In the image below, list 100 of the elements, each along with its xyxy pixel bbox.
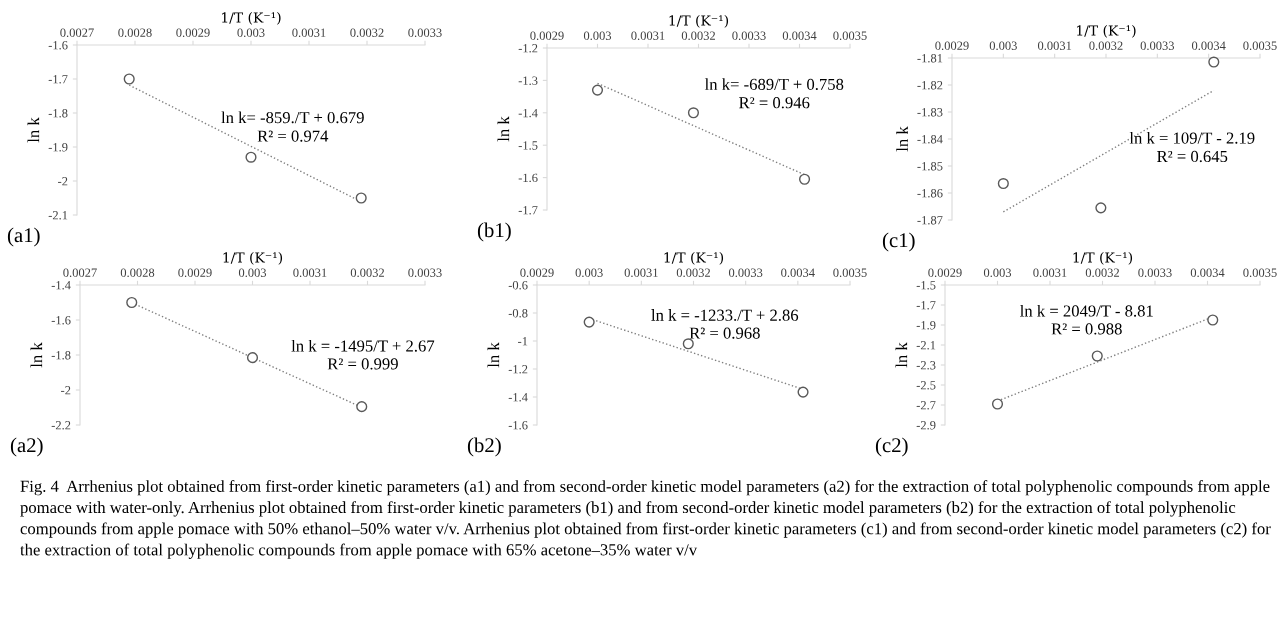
y-tick-label: -1.6	[518, 173, 538, 183]
y-tick-label: -1.7	[916, 301, 936, 310]
x-tick-label: 0.0033	[408, 28, 442, 37]
x-tick-label: 0.0028	[120, 268, 155, 277]
x-tick-label: 0.0031	[624, 268, 658, 277]
x-tick-label: 0.0032	[350, 268, 384, 277]
x-axis-title: 1/T (K⁻¹)	[669, 15, 729, 28]
x-tick-label: 0.0034	[1191, 41, 1226, 50]
y-tick-label: -2.7	[916, 401, 936, 410]
point	[245, 151, 257, 163]
y-tick-label: -1.82	[917, 81, 943, 90]
y-tick-label: -1.8	[51, 351, 71, 360]
x-tick-label: 0.0032	[1085, 268, 1119, 277]
text: (a2)	[10, 437, 43, 457]
x-tick-label: 0.0031	[1037, 41, 1072, 50]
x-tick-label: 0.0027	[60, 28, 94, 37]
text: (c2)	[875, 437, 908, 457]
y-tick-label: -1.3	[518, 76, 538, 85]
annotation: ln k = -1233./T + 2.86	[651, 309, 799, 321]
y-tick-label: -1.86	[917, 189, 943, 198]
annotation: ln k = -1495/T + 2.67	[291, 339, 435, 352]
y-tick-label: -1.6	[48, 41, 68, 50]
x-tick-label: 0.0034	[781, 268, 815, 277]
x-tick-label: 0.0027	[63, 268, 97, 277]
x-tick-label: 0.0032	[350, 28, 384, 37]
x-tick-label: 0.0029	[928, 268, 962, 277]
point	[687, 107, 700, 119]
point	[1208, 56, 1220, 68]
annotation: ln k= -689/T + 0.758	[704, 78, 844, 91]
annotation: R² = 0.974	[257, 130, 329, 142]
text: (c1)	[882, 232, 915, 252]
x-tick-label: 0.0035	[833, 31, 867, 40]
y-tick-label: -1.85	[917, 162, 943, 171]
y-tick-label: -1.2	[518, 44, 538, 53]
annotation: ln k = 109/T - 2.19	[1129, 131, 1255, 144]
x-tick-label: 0.0029	[530, 31, 564, 40]
y-tick-label: -1.8	[48, 109, 68, 118]
x-tick-label: 0.0034	[1190, 268, 1225, 277]
y-tick-label: -2	[58, 177, 68, 186]
x-tick-label: 0.003	[989, 41, 1017, 50]
y-tick-label: -1.2	[508, 365, 528, 374]
text: (b2)	[467, 437, 501, 457]
point	[991, 398, 1004, 410]
x-tick-label: 0.0033	[408, 268, 442, 277]
y-axis-title: ln k	[27, 117, 40, 143]
x-axis-title: 1/T (K⁻¹)	[1073, 252, 1133, 265]
x-tick-label: 0.0029	[935, 41, 969, 50]
y-tick-label: -0.8	[508, 309, 528, 318]
x-axis-title: 1/T (K⁻¹)	[664, 252, 724, 265]
annotation: R² = 0.988	[1051, 323, 1122, 335]
y-axis-title: ln k	[895, 342, 908, 368]
point	[355, 192, 367, 204]
x-tick-label: 0.0034	[782, 31, 817, 40]
x-tick-label: 0.0032	[1089, 41, 1123, 50]
point	[1095, 202, 1107, 214]
x-tick-label: 0.0033	[1138, 268, 1172, 277]
annotation: ln k = 2049/T - 8.81	[1020, 304, 1153, 317]
x-tick-label: 0.0029	[520, 268, 554, 277]
y-axis-title: ln k	[896, 126, 908, 152]
x-axis-title: 1/T (K⁻¹)	[223, 252, 283, 265]
y-axis-title: ln k	[487, 342, 500, 368]
annotation: R² = 0.999	[327, 358, 398, 370]
annotation: R² = 0.946	[739, 97, 810, 109]
x-tick-label: 0.0031	[292, 28, 326, 37]
x-tick-label: 0.0035	[1243, 268, 1277, 277]
point	[246, 352, 259, 364]
x-axis-title: 1/T (K⁻¹)	[1077, 25, 1136, 38]
x-tick-label: 0.0031	[631, 31, 665, 40]
point	[583, 316, 595, 328]
x-tick-label: 0.0033	[728, 268, 763, 277]
y-axis-title: ln k	[497, 116, 510, 142]
annotation: R² = 0.968	[689, 327, 760, 339]
x-tick-label: 0.0032	[676, 268, 710, 277]
x-tick-label: 0.003	[238, 268, 267, 277]
caption: Fig. 4 Arrhenius plot obtained from first-order kinetic parameters (a1) and from second-order kinetic model parameters (a2) for the extraction of total polyphenolic compounds from apple pomace with water-only. Arrhenius plot obtained from first-order kinetic parameters (b1) and from second-order kinetic model parameters (b2) for the extraction of total polyphenolic compounds from apple pomace with 50% ethanol–50% water v/v. Arrhenius plot obtained from first-order kinetic parameters (c1) and from second-order kinetic model parameters (c2) for the extraction of total polyphenolic compounds from apple pomace with 65% acetone–35% water v/v	[20, 480, 1271, 559]
x-tick-label: 0.0029	[176, 28, 210, 37]
x-tick-label: 0.003	[583, 31, 612, 40]
annotation: R² = 0.645	[1157, 150, 1228, 163]
y-tick-label: -1.81	[917, 54, 943, 63]
y-tick-label: -1.4	[508, 393, 528, 402]
y-tick-label: -1.9	[916, 321, 936, 330]
point	[1207, 314, 1219, 326]
y-tick-label: -1.87	[917, 216, 943, 225]
y-tick-label: -2	[61, 386, 71, 395]
point	[797, 386, 809, 398]
point	[997, 177, 1009, 190]
x-tick-label: 0.003	[575, 268, 603, 277]
point	[682, 338, 694, 350]
annotation: ln k= -859./T + 0.679	[221, 111, 364, 124]
y-tick-label: -1.4	[51, 281, 71, 290]
y-tick-label: -1.9	[48, 143, 68, 152]
y-tick-label: -1.6	[508, 421, 528, 430]
x-tick-label: 0.0029	[178, 268, 212, 277]
point	[123, 73, 135, 85]
y-tick-label: -1.7	[48, 75, 68, 84]
y-tick-label: -1	[518, 337, 528, 346]
x-axis-title: 1/T (K⁻¹)	[222, 12, 281, 25]
y-tick-label: -2.5	[916, 381, 936, 390]
x-tick-label: 0.0033	[732, 31, 766, 40]
x-tick-label: 0.003	[237, 28, 265, 37]
